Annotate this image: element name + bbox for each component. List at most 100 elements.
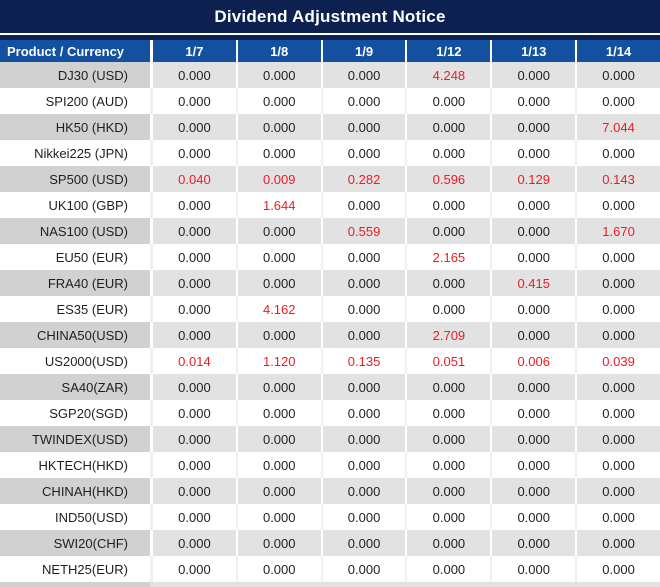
value-cell: 1.670 bbox=[575, 218, 660, 244]
value-cell: 0.000 bbox=[575, 556, 660, 582]
table-header-row: Product / Currency 1/7 1/8 1/9 1/12 1/13 1/14 bbox=[0, 35, 660, 62]
value-cell: 0.000 bbox=[405, 504, 491, 530]
value-cell: 0.000 bbox=[235, 556, 321, 582]
value-cell: 0.000 bbox=[320, 140, 406, 166]
value-cell: 0.039 bbox=[575, 348, 660, 374]
value-cell: 0.000 bbox=[320, 400, 406, 426]
value-cell: 0.000 bbox=[150, 62, 236, 88]
product-cell: EU50 (EUR) bbox=[0, 244, 150, 270]
value-cell: 0.135 bbox=[320, 348, 406, 374]
column-header-date: 1/8 bbox=[235, 40, 321, 62]
table-row: UK100 (GBP) 0.000 1.644 0.000 0.000 0.000 0.00… bbox=[0, 192, 660, 218]
value-cell: 0.000 bbox=[405, 556, 491, 582]
value-cell: 0.000 bbox=[150, 218, 236, 244]
value-cell: 0.000 bbox=[575, 504, 660, 530]
column-header-date: 1/12 bbox=[405, 40, 491, 62]
value-cell: 0.000 bbox=[150, 244, 236, 270]
product-cell: FRA40 (EUR) bbox=[0, 270, 150, 296]
product-cell: NETH25(EUR) bbox=[0, 556, 150, 582]
product-cell: TWINDEX(USD) bbox=[0, 426, 150, 452]
value-cell: 0.000 bbox=[405, 426, 491, 452]
value-cell: 0.000 bbox=[575, 426, 660, 452]
value-cell: 0.000 bbox=[150, 296, 236, 322]
value-cell: 0.000 bbox=[235, 114, 321, 140]
value-cell: 0.000 bbox=[150, 114, 236, 140]
value-cell: 0.000 bbox=[320, 504, 406, 530]
value-cell: 2.709 bbox=[405, 322, 491, 348]
value-cell: 0.000 bbox=[150, 426, 236, 452]
value-cell: 0.000 bbox=[575, 192, 660, 218]
table-row: SPI200 (AUD) 0.000 0.000 0.000 0.000 0.000 0.0… bbox=[0, 88, 660, 114]
value-cell: 0.000 bbox=[490, 62, 576, 88]
product-cell: SWI20(CHF) bbox=[0, 530, 150, 556]
value-cell: 0.000 bbox=[235, 530, 321, 556]
value-cell: 0.000 bbox=[320, 426, 406, 452]
product-cell: HK50 (HKD) bbox=[0, 114, 150, 140]
table-row: DJ30 (USD) 0.000 0.000 0.000 4.248 0.000 0.000 bbox=[0, 62, 660, 88]
value-cell: 0.000 bbox=[235, 504, 321, 530]
product-cell: CHINA50(USD) bbox=[0, 322, 150, 348]
value-cell: 0.000 bbox=[405, 114, 491, 140]
value-cell: 7.044 bbox=[575, 114, 660, 140]
value-cell: 0.000 bbox=[490, 296, 576, 322]
product-cell: UK100 (GBP) bbox=[0, 192, 150, 218]
table-row: TWINDEX(USD) 0.000 0.000 0.000 0.000 0.000 0.0… bbox=[0, 426, 660, 452]
value-cell: 0.006 bbox=[490, 348, 576, 374]
value-cell: 0.000 bbox=[235, 140, 321, 166]
value-cell: 0.000 bbox=[490, 192, 576, 218]
value-cell: 1.644 bbox=[235, 192, 321, 218]
value-cell: 0.000 bbox=[575, 140, 660, 166]
value-cell: 0.000 bbox=[490, 452, 576, 478]
column-header-date: 1/9 bbox=[320, 40, 406, 62]
table-row: SWI20(CHF) 0.000 0.000 0.000 0.000 0.000 0.000 bbox=[0, 530, 660, 556]
table-row: SGP20(SGD) 0.000 0.000 0.000 0.000 0.000 0.000 bbox=[0, 400, 660, 426]
value-cell: 0.000 bbox=[150, 556, 236, 582]
product-cell: IND50(USD) bbox=[0, 504, 150, 530]
value-cell: 0.000 bbox=[490, 140, 576, 166]
value-cell: 0.000 bbox=[490, 244, 576, 270]
table-row: NETH25(EUR) 0.000 0.000 0.000 0.000 0.000 0.00… bbox=[0, 556, 660, 582]
table-row: Nikkei225 (JPN) 0.000 0.000 0.000 0.000 0.000… bbox=[0, 140, 660, 166]
value-cell: 0.000 bbox=[575, 62, 660, 88]
value-cell: 0.000 bbox=[490, 556, 576, 582]
value-cell: 0.000 bbox=[150, 270, 236, 296]
value-cell: 2.165 bbox=[405, 244, 491, 270]
value-cell: 0.143 bbox=[575, 166, 660, 192]
value-cell: 0.000 bbox=[150, 192, 236, 218]
value-cell: 0.051 bbox=[405, 348, 491, 374]
value-cell: 0.000 bbox=[235, 62, 321, 88]
value-cell: 0.000 bbox=[235, 218, 321, 244]
value-cell: 0.000 bbox=[235, 244, 321, 270]
value-cell: 0.000 bbox=[150, 504, 236, 530]
value-cell: 0.000 bbox=[575, 400, 660, 426]
value-cell: 0.559 bbox=[320, 218, 406, 244]
value-cell: 0.000 bbox=[575, 88, 660, 114]
value-cell: 0.000 bbox=[150, 400, 236, 426]
value-cell: 0.415 bbox=[490, 270, 576, 296]
value-cell: 0.000 bbox=[575, 452, 660, 478]
value-cell: 0.000 bbox=[150, 452, 236, 478]
product-cell: ES35 (EUR) bbox=[0, 296, 150, 322]
value-cell: 1.120 bbox=[235, 348, 321, 374]
value-cell: 0.000 bbox=[320, 244, 406, 270]
table-row: IND50(USD) 0.000 0.000 0.000 0.000 0.000 0.000 bbox=[0, 504, 660, 530]
value-cell: 0.000 bbox=[405, 452, 491, 478]
value-cell: 0.000 bbox=[490, 218, 576, 244]
value-cell: 0.000 bbox=[405, 478, 491, 504]
value-cell: 0.000 bbox=[235, 322, 321, 348]
value-cell: 0.000 bbox=[405, 530, 491, 556]
table-row: HK50 (HKD) 0.000 0.000 0.000 0.000 0.000 7.044 bbox=[0, 114, 660, 140]
value-cell: 0.000 bbox=[405, 140, 491, 166]
table-row: ES35 (EUR) 0.000 4.162 0.000 0.000 0.000 0.000 bbox=[0, 296, 660, 322]
value-cell: 0.000 bbox=[235, 400, 321, 426]
partial-next-row-product-cell bbox=[0, 582, 150, 587]
page-title: Dividend Adjustment Notice bbox=[214, 6, 446, 26]
column-header-date: 1/13 bbox=[490, 40, 576, 62]
value-cell: 0.000 bbox=[320, 88, 406, 114]
value-cell: 0.000 bbox=[490, 426, 576, 452]
value-cell: 0.000 bbox=[150, 478, 236, 504]
title-bar: Dividend Adjustment Notice bbox=[0, 0, 660, 33]
table-row: HKTECH(HKD) 0.000 0.000 0.000 0.000 0.000 0.00… bbox=[0, 452, 660, 478]
column-header-date: 1/7 bbox=[150, 40, 236, 62]
table-row: CHINAH(HKD) 0.000 0.000 0.000 0.000 0.000 0.00… bbox=[0, 478, 660, 504]
